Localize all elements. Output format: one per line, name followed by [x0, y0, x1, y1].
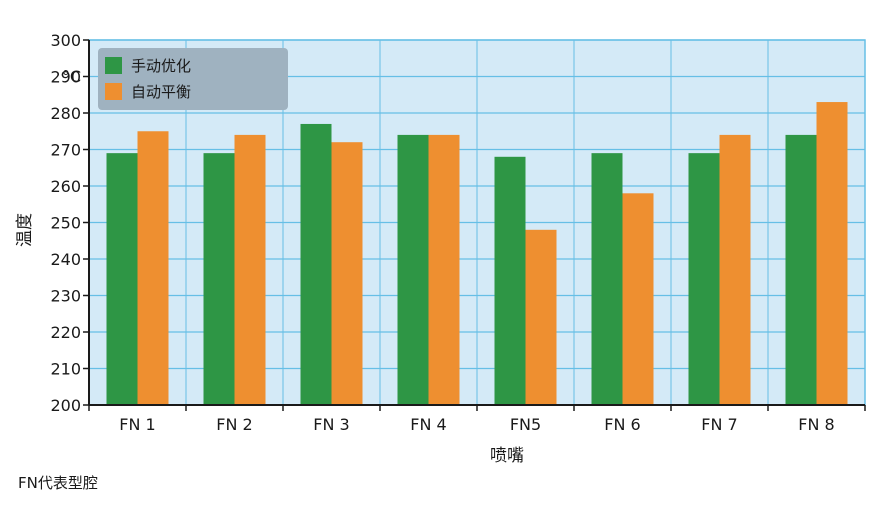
y-tick-label: 240 — [50, 250, 81, 269]
legend-label: 自动平衡 — [131, 83, 191, 101]
bar-manual-4 — [397, 134, 429, 405]
y-tick-label: 200 — [50, 396, 81, 415]
bar-series — [106, 102, 848, 406]
bar-auto-3 — [331, 142, 363, 405]
y-tick-label: 300 — [50, 31, 81, 50]
y-axis-ticks: 200 210 220 230 240 250 260 270 280 290 300 — [50, 31, 89, 415]
bar-manual-6 — [591, 153, 623, 405]
y-axis-title: 温度 — [15, 213, 35, 247]
y-tick-label: 260 — [50, 177, 81, 196]
bar-auto-2 — [234, 134, 266, 405]
bar-auto-7 — [719, 134, 751, 405]
y-tick-label: 280 — [50, 104, 81, 123]
y-tick-label: 220 — [50, 323, 81, 342]
legend-label: 手动优化 — [131, 57, 191, 75]
x-tick-label: FN5 — [510, 415, 541, 434]
y-tick-label: 250 — [50, 214, 81, 233]
x-axis-ticks: FN 1 FN 2 FN 3 FN 4 FN5 FN 6 FN 7 FN 8 — [88, 405, 866, 434]
legend-box — [98, 48, 288, 110]
legend-swatch — [105, 83, 122, 100]
x-tick-label: FN 7 — [701, 415, 737, 434]
x-tick-label: FN 6 — [604, 415, 640, 434]
legend-swatch — [105, 57, 122, 74]
y-tick-label: 210 — [50, 360, 81, 379]
x-tick-label: FN 3 — [313, 415, 349, 434]
bar-auto-6 — [622, 193, 654, 405]
y-tick-label: 230 — [50, 287, 81, 306]
footnote: FN代表型腔 — [18, 474, 98, 492]
bar-manual-2 — [203, 153, 235, 405]
x-tick-label: FN 2 — [216, 415, 252, 434]
bar-manual-3 — [300, 123, 332, 405]
y-tick-label: 290 — [50, 68, 81, 87]
bar-auto-5 — [525, 229, 557, 405]
x-axis-title: 喷嘴 — [490, 446, 524, 466]
x-tick-label: FN 1 — [119, 415, 155, 434]
bar-manual-7 — [688, 153, 720, 405]
bar-auto-4 — [428, 134, 460, 405]
x-tick-label: FN 4 — [410, 415, 446, 434]
bar-manual-1 — [106, 153, 138, 405]
bar-manual-5 — [494, 156, 526, 405]
x-tick-label: FN 8 — [798, 415, 834, 434]
bar-auto-1 — [137, 131, 169, 405]
bar-auto-8 — [816, 102, 848, 406]
y-axis-unit: °C — [62, 67, 81, 86]
y-tick-label: 270 — [50, 141, 81, 160]
bar-manual-8 — [785, 134, 817, 405]
